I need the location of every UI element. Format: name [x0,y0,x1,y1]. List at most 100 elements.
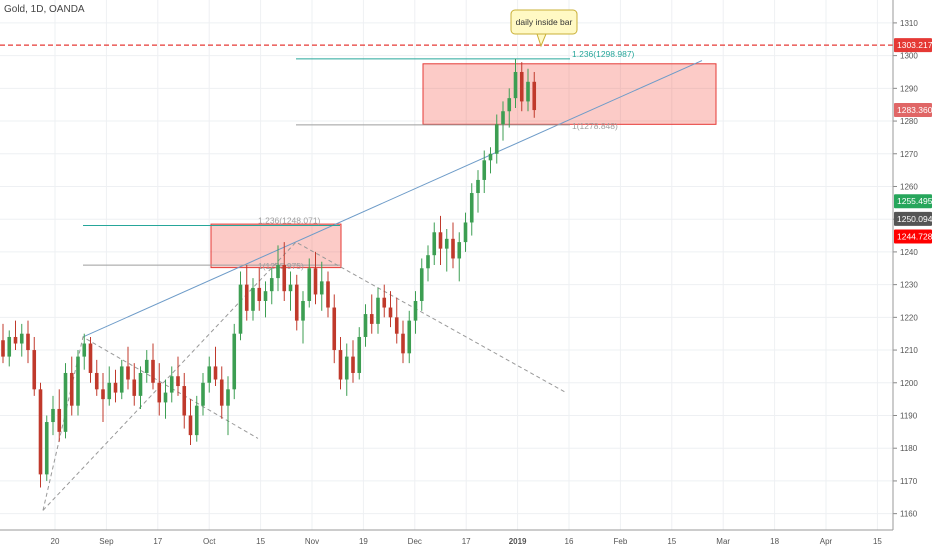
y-tick-label: 1160 [900,510,918,519]
candle-body [251,287,255,311]
x-tick-label: 15 [667,537,676,546]
price-tag [894,103,932,118]
candle-body [532,81,537,111]
price-tag-label: 1283.360 [897,105,932,115]
y-tick-label: 1220 [900,313,918,322]
x-tick-label: 2019 [509,537,527,546]
candle-body [207,366,212,383]
y-tick-label: 1210 [900,346,918,355]
candle-body [344,356,349,380]
candle-body [213,366,218,380]
candle-body [419,268,424,301]
candle-body [76,356,80,406]
candle-body [326,281,330,308]
y-tick-label: 1170 [900,477,918,486]
candle-body [26,333,30,351]
y-tick-label: 1300 [900,52,918,61]
candle-body [169,376,174,393]
y-tick-label: 1180 [900,444,918,453]
candle-body [394,317,399,334]
candle-body [182,386,187,416]
candle-body [426,255,430,269]
candle-body [294,284,299,321]
candle-body [388,307,393,318]
x-tick-label: Mar [716,537,730,546]
candle-body [101,389,105,400]
candle-body [238,284,243,334]
y-tick-label: 1270 [900,150,918,159]
price-tag-label: 1303.217 [897,40,932,50]
candle-body [457,242,462,259]
candle-body [38,389,43,475]
candle-body [351,356,355,373]
candle-body [51,408,55,423]
y-tick-label: 1280 [900,117,918,126]
x-tick-label: 16 [565,537,574,546]
x-tick-label: 20 [51,537,60,546]
x-tick-label: 19 [359,537,368,546]
candle-body [307,268,312,301]
candle-body [144,359,149,373]
price-tag [894,38,932,53]
price-axis: 1160117011801190120012101220123012401250… [892,0,918,530]
candle-body [57,408,62,432]
candle-body [63,372,68,432]
candle-body [1,340,5,357]
candle-body [407,320,412,354]
chart-title: Gold, 1D, OANDA [4,4,85,15]
candle-body [32,350,37,390]
candle-body [82,343,87,357]
callout-pointer [536,33,547,48]
x-tick-label: 15 [873,537,882,546]
pattern-line [42,241,567,511]
candle-body [301,300,305,321]
callout-text: daily inside bar [516,17,573,27]
fib-label: 1(1235.975) [258,261,304,271]
candle-body [226,389,230,406]
price-tag-label: 1255.495 [897,196,932,206]
price-tag-label: 1244.728 [897,231,932,241]
price-tag [894,194,932,209]
candle-body [444,238,449,249]
candle-body [288,284,293,292]
candle-body [263,291,268,301]
trend-line [82,60,703,338]
x-tick-label: Oct [203,537,216,546]
price-tag [894,229,932,244]
candle-body [157,382,162,403]
candle-body [507,98,512,112]
fib-label: 1.236(1248.071) [258,216,321,226]
x-tick-label: Sep [99,537,114,546]
x-tick-label: Apr [820,537,833,546]
candle-body [176,376,180,387]
candle-body [357,336,362,373]
candle-body [482,160,487,180]
candle-body [163,392,168,403]
candle-body [501,111,505,125]
candle-body [94,372,99,390]
price-tag [894,211,932,226]
x-tick-label: 17 [462,537,471,546]
candle-body [513,71,518,99]
candle-body [382,297,387,308]
candle-body [232,333,237,390]
candle-body [413,300,418,321]
candle-body [69,372,74,406]
x-tick-label: Dec [408,537,422,546]
candle-body [126,366,130,380]
x-tick-label: 15 [256,537,265,546]
candle-body [319,281,324,295]
candle-body [269,278,274,292]
candle-body [13,336,18,344]
price-labels: 1303.217 1283.360 1255.495 1250.094 1244.728 [894,38,932,244]
candle-body [244,284,249,311]
pattern-line [42,336,259,511]
time-axis: 20 Sep 17 Oct 15 Nov 19 Dec 17 2019 16 Feb 15 Mar 18 Ap… [0,529,893,546]
candle-body [369,314,374,324]
x-tick-label: 17 [153,537,162,546]
candle-body [476,179,480,194]
candle-body [151,359,155,383]
zone-box [422,63,717,125]
